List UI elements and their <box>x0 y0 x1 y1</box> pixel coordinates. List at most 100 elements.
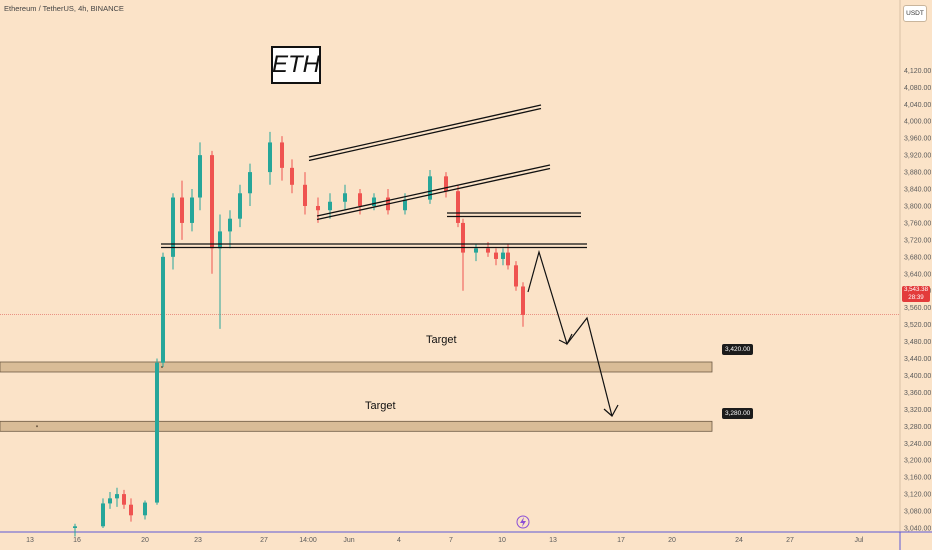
time-tick-label: 17 <box>617 537 625 544</box>
candle-body <box>210 155 214 249</box>
candle-body <box>514 265 518 287</box>
time-tick-label: 13 <box>26 537 34 544</box>
target-label-2: Target <box>365 400 396 412</box>
time-tick-label: Jun <box>343 537 354 544</box>
time-axis[interactable]: 13 16 20 23 27 14:00 Jun 4 7 10 13 17 20 24 27 Jul <box>0 531 932 550</box>
time-tick-label: 7 <box>449 537 453 544</box>
price-tick-label: 3,960.00 <box>904 136 931 143</box>
price-tick-label: 3,560.00 <box>904 305 931 312</box>
time-tick-label: 24 <box>735 537 743 544</box>
target-zone-2 <box>0 420 713 432</box>
time-tick-label: 4 <box>397 537 401 544</box>
price-tick-label: 3,040.00 <box>904 526 931 533</box>
price-tick-label: 3,680.00 <box>904 254 931 261</box>
price-tick-label: 3,200.00 <box>904 458 931 465</box>
candle-body <box>403 199 407 211</box>
time-tick-label: 27 <box>260 537 268 544</box>
candle-body <box>129 504 133 516</box>
candle-body <box>161 256 165 363</box>
trend-drawings <box>161 104 619 417</box>
last-price-badge: 3,543.38 28:39 <box>902 286 930 302</box>
candle-body <box>358 193 362 206</box>
price-tick-label: 3,120.00 <box>904 492 931 499</box>
price-tick-label: 3,880.00 <box>904 170 931 177</box>
candle-series <box>73 131 525 537</box>
candle-body <box>521 286 525 315</box>
price-tick-label: 3,080.00 <box>904 509 931 516</box>
eth-annotation: ETH <box>271 46 321 84</box>
support-line <box>161 243 587 249</box>
time-tick-label: 20 <box>668 537 676 544</box>
price-tick-label: 3,720.00 <box>904 237 931 244</box>
price-tick-label: 3,280.00 <box>904 424 931 431</box>
time-tick-label: 14:00 <box>299 537 317 544</box>
lightning-icon[interactable] <box>516 515 530 529</box>
arrow-head <box>558 333 573 345</box>
candle-body <box>122 494 126 505</box>
price-tick-label: 4,000.00 <box>904 119 931 126</box>
candle-body <box>280 142 284 168</box>
price-tick-label: 3,760.00 <box>904 220 931 227</box>
candle-body <box>228 218 232 232</box>
candle-body <box>290 167 294 185</box>
price-tick-label: 4,080.00 <box>904 85 931 92</box>
price-tick-label: 3,840.00 <box>904 187 931 194</box>
currency-button[interactable]: USDT <box>903 5 927 22</box>
price-tick-label: 3,640.00 <box>904 271 931 278</box>
resistance-line <box>447 212 581 218</box>
candle-body <box>101 503 105 527</box>
channel-lower-line <box>316 164 551 221</box>
candle-body <box>474 248 478 253</box>
target-label-1: Target <box>426 334 457 346</box>
time-tick-label: 23 <box>194 537 202 544</box>
symbol-title: Ethereum / TetherUS, 4h, BINANCE <box>4 4 124 13</box>
price-tick-label: 3,240.00 <box>904 441 931 448</box>
candle-body <box>171 197 175 257</box>
last-price-value: 3,543.38 <box>903 286 929 293</box>
candle-body <box>155 362 159 503</box>
candle-body <box>316 205 320 211</box>
candle-body <box>238 193 242 219</box>
target1-price-badge: 3,420.00 <box>722 344 754 355</box>
candle-body <box>143 502 147 516</box>
price-tick-label: 3,360.00 <box>904 390 931 397</box>
candle-body <box>506 252 510 266</box>
price-tick-label: 3,160.00 <box>904 475 931 482</box>
candle-body <box>456 191 460 223</box>
price-tick-label: 4,040.00 <box>904 102 931 109</box>
price-tick-label: 3,400.00 <box>904 373 931 380</box>
candle-body <box>108 498 112 504</box>
price-tick-label: 3,920.00 <box>904 153 931 160</box>
price-tick-label: 3,320.00 <box>904 407 931 414</box>
projection-path <box>527 249 613 417</box>
time-tick-label: 16 <box>73 537 81 544</box>
price-tick-label: 3,800.00 <box>904 203 931 210</box>
time-tick-label: 27 <box>786 537 794 544</box>
price-tick-label: 4,120.00 <box>904 68 931 75</box>
candle-body <box>428 176 432 200</box>
candle-body <box>218 231 222 249</box>
target2-price-badge: 3,280.00 <box>722 408 754 419</box>
price-tick-label: 3,440.00 <box>904 356 931 363</box>
price-axis[interactable]: 3,040.00 3,080.00 3,120.00 3,160.00 3,200.00… <box>899 0 932 550</box>
target-zones <box>0 361 713 432</box>
channel-upper-line <box>308 104 542 162</box>
price-tick-label: 3,520.00 <box>904 322 931 329</box>
time-tick-label: 20 <box>141 537 149 544</box>
candle-body <box>372 197 376 206</box>
candle-body <box>198 155 202 198</box>
candle-body <box>486 248 490 253</box>
time-tick-label: 13 <box>549 537 557 544</box>
candle-body <box>303 184 307 206</box>
target-zone-1 <box>0 361 713 373</box>
candle-body <box>501 252 505 259</box>
arrow-head <box>603 404 619 417</box>
candle-body <box>494 252 498 259</box>
countdown-value: 28:39 <box>908 294 924 301</box>
candle-body <box>190 197 194 223</box>
candle-body <box>115 494 119 499</box>
time-tick-label: 10 <box>498 537 506 544</box>
candle-body <box>461 222 465 253</box>
